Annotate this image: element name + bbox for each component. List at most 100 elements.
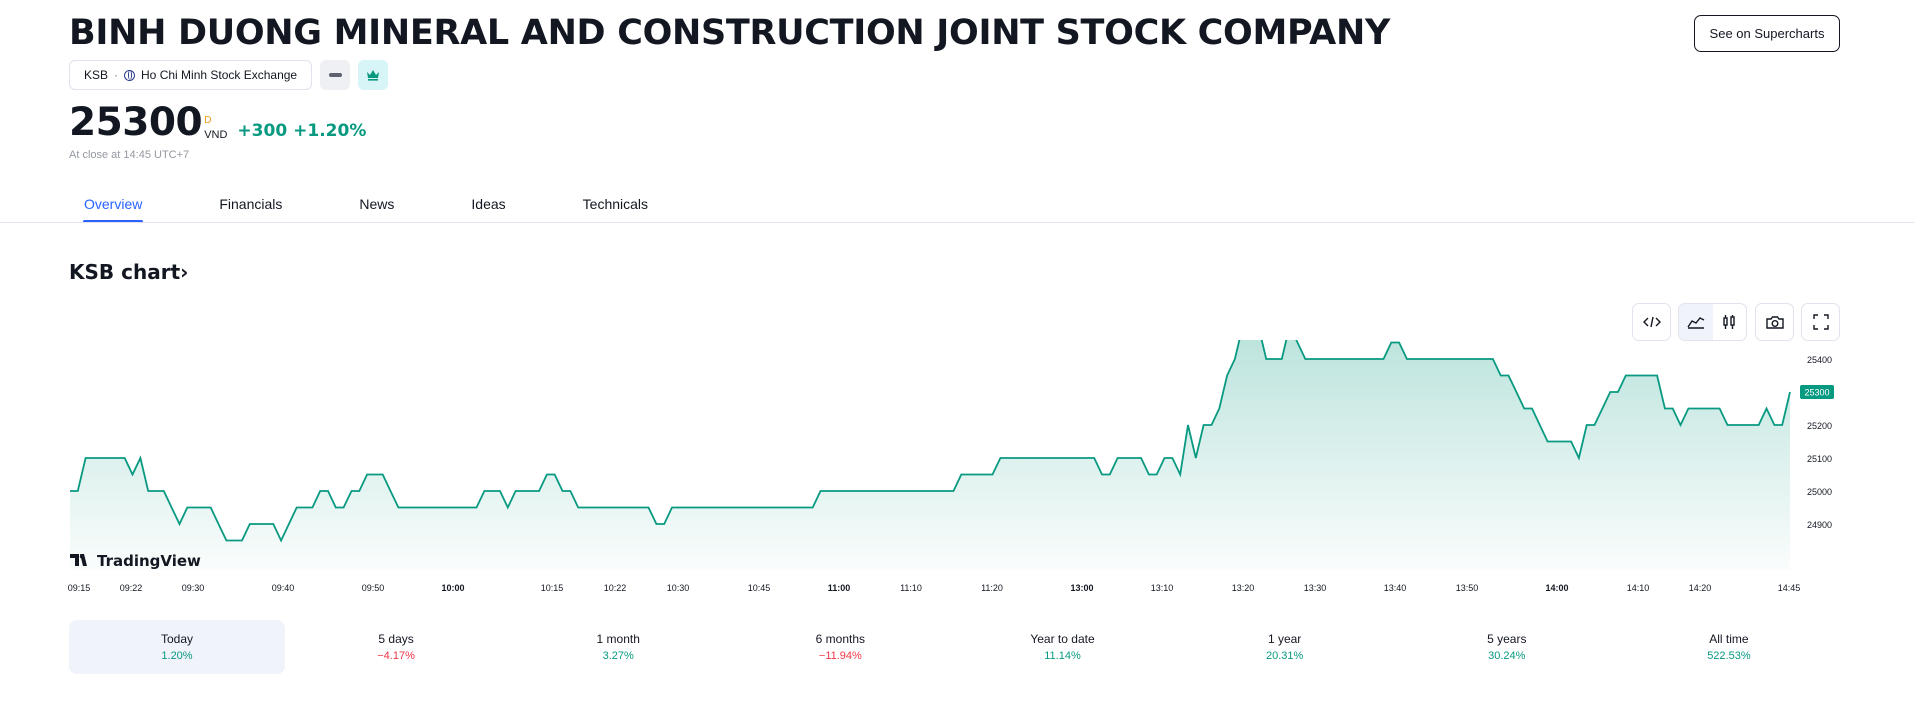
area-chart-icon	[1687, 317, 1705, 329]
period-value: 3.27%	[602, 650, 634, 662]
snapshot-toolbar	[1755, 303, 1794, 341]
change-absolute: +300	[237, 121, 288, 141]
crown-icon	[367, 70, 380, 81]
period-value: 30.24%	[1488, 650, 1526, 662]
period-6-months[interactable]: 6 months −11.94%	[729, 620, 951, 674]
period-value: 1.20%	[161, 650, 193, 662]
x-tick-label: 14:00	[1545, 583, 1568, 593]
x-tick-label: 09:30	[182, 583, 205, 593]
fullscreen-button[interactable]	[1802, 304, 1839, 340]
last-price: 25300	[69, 100, 203, 145]
x-tick-label: 11:20	[981, 583, 1003, 593]
stock-type-button[interactable]	[320, 60, 351, 90]
period-value: 20.31%	[1265, 650, 1304, 662]
y-tick-label: 25200	[1807, 421, 1832, 431]
period-label: 1 year	[1267, 632, 1302, 646]
ticker-label: KSB	[84, 68, 109, 82]
x-tick-label: 11:10	[900, 583, 922, 593]
y-tick-label: 24900	[1807, 520, 1832, 530]
x-tick-label: 10:00	[441, 583, 464, 593]
embed-toolbar	[1632, 303, 1671, 341]
company-title: BINH DUONG MINERAL AND CONSTRUCTION JOIN…	[69, 13, 1391, 53]
tradingview-wordmark: TradingView	[97, 552, 201, 570]
x-tick-label: 14:20	[1689, 583, 1712, 593]
period-value: −11.94%	[818, 650, 862, 662]
minus-icon	[328, 73, 342, 77]
x-tick-label: 13:00	[1070, 583, 1093, 593]
x-tick-label: 09:40	[272, 583, 295, 593]
x-tick-label: 13:50	[1456, 583, 1479, 593]
x-tick-label: 10:22	[604, 583, 627, 593]
period-value: −4.17%	[377, 650, 415, 662]
candles-icon	[1723, 315, 1735, 329]
period-label: All time	[1709, 632, 1749, 646]
x-tick-label: 10:15	[541, 583, 564, 593]
tab-news[interactable]: News	[359, 196, 395, 212]
x-tick-label: 14:10	[1627, 583, 1650, 593]
tab-ideas[interactable]: Ideas	[471, 196, 506, 212]
snapshot-button[interactable]	[1756, 304, 1793, 340]
period-label: 5 years	[1487, 632, 1527, 646]
close-note: At close at 14:45 UTC+7	[69, 149, 190, 161]
x-tick-label: 09:50	[362, 583, 385, 593]
period-performance: Today 1.20% 5 days −4.17% 1 month 3.27% …	[69, 620, 1840, 674]
period-label: 5 days	[378, 632, 414, 646]
crown-button[interactable]	[358, 60, 389, 90]
period-1-month[interactable]: 1 month 3.27%	[507, 620, 729, 674]
tradingview-mark-dot	[79, 554, 85, 559]
y-tick-label: 25400	[1807, 355, 1832, 365]
camera-icon	[1765, 316, 1784, 329]
x-tick-label: 11:00	[828, 583, 851, 593]
x-tick-label: 13:30	[1304, 583, 1327, 593]
embed-code-icon	[1642, 316, 1661, 328]
separator: ·	[114, 68, 119, 82]
x-tick-label: 13:40	[1384, 583, 1407, 593]
x-tick-label: 13:10	[1151, 583, 1174, 593]
period-label: Year to date	[1030, 632, 1095, 646]
chart-title-link[interactable]: KSB chart›	[69, 260, 189, 284]
x-tick-label: 09:15	[68, 583, 91, 593]
period-year-to-date[interactable]: Year to date 11.14%	[951, 620, 1173, 674]
embed-button[interactable]	[1633, 304, 1670, 340]
last-value-label: 25300	[1804, 388, 1829, 398]
tab-financials[interactable]: Financials	[219, 196, 283, 212]
period-today[interactable]: Today 1.20%	[69, 620, 285, 674]
period-1-year[interactable]: 1 year 20.31%	[1174, 620, 1396, 674]
price-change: +300 +1.20%	[237, 121, 366, 141]
change-percent: +1.20%	[293, 121, 367, 141]
chart-type-toolbar	[1678, 303, 1747, 341]
currency-label: VND	[204, 129, 228, 141]
y-tick-label: 25100	[1807, 454, 1832, 464]
period-label: 6 months	[815, 632, 866, 646]
x-tick-label: 09:22	[120, 583, 143, 593]
period-5-days[interactable]: 5 days −4.17%	[285, 620, 507, 674]
tab-technicals[interactable]: Technicals	[582, 196, 649, 212]
period-value: 11.14%	[1044, 650, 1081, 662]
fullscreen-toolbar	[1801, 303, 1840, 341]
see-on-supercharts-button[interactable]: See on Supercharts	[1694, 15, 1840, 52]
header: BINH DUONG MINERAL AND CONSTRUCTION JOIN…	[69, 12, 1390, 54]
period-value: 522.53%	[1707, 650, 1751, 662]
price-area	[70, 340, 1790, 570]
last-value-badge	[1800, 385, 1834, 399]
candles-button[interactable]	[1713, 304, 1747, 340]
period-5-years[interactable]: 5 years 30.24%	[1396, 620, 1618, 674]
price-line	[70, 340, 1791, 543]
price-chart[interactable]: 25400 25200 25100 25000 24900 25300 09:15 09:2…	[0, 340, 1914, 600]
x-tick-label: 14:45	[1778, 583, 1801, 593]
x-tick-label: 13:20	[1232, 583, 1255, 593]
tradingview-logo[interactable]: TradingView	[70, 552, 201, 570]
globe-icon	[124, 69, 136, 81]
exchange-label: Ho Chi Minh Stock Exchange	[141, 68, 298, 82]
symbol-chips: KSB · Ho Chi Minh Stock Exchange	[69, 60, 389, 90]
period-label: 1 month	[596, 632, 640, 646]
delayed-badge: D	[204, 115, 212, 126]
tabs-divider	[0, 222, 1914, 223]
x-tick-label: 10:45	[748, 583, 771, 593]
x-tick-label: 10:30	[667, 583, 690, 593]
period-all-time[interactable]: All time 522.53%	[1618, 620, 1840, 674]
area-chart-button[interactable]	[1679, 304, 1713, 340]
fullscreen-icon	[1812, 314, 1829, 330]
tab-overview[interactable]: Overview	[69, 196, 157, 223]
symbol-chip[interactable]: KSB · Ho Chi Minh Stock Exchange	[69, 60, 313, 90]
